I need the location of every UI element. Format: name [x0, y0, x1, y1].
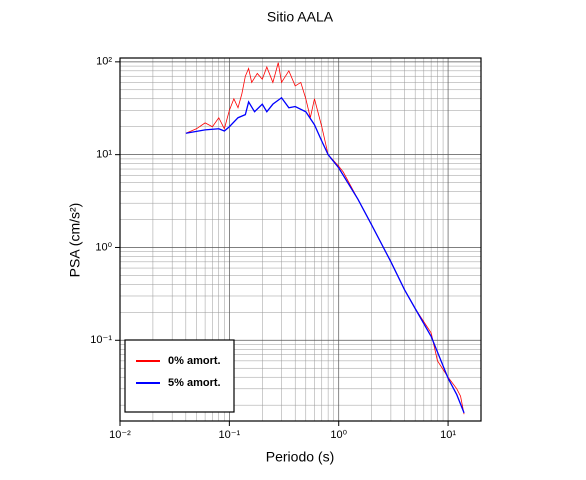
series-line	[185, 96, 465, 414]
y-tick-label: 10¹	[96, 149, 112, 161]
legend-box	[124, 339, 235, 413]
y-axis-label: PSA (cm/s²)	[67, 203, 83, 278]
y-tick-label: 10⁰	[95, 241, 112, 253]
x-tick-label: 10⁻²	[109, 429, 131, 441]
plot-frame	[119, 57, 482, 422]
x-tick-label: 10¹	[440, 429, 456, 441]
x-tick-label: 10⁰	[330, 429, 347, 441]
y-tick-label: 10²	[96, 56, 112, 68]
x-axis-label: Periodo (s)	[266, 449, 334, 465]
chart-title: Sitio AALA	[267, 9, 334, 25]
legend-label: 0% amort.	[168, 355, 221, 367]
x-tick-label: 10⁻¹	[219, 429, 241, 441]
legend-label: 5% amort.	[168, 377, 221, 389]
y-tick-label: 10⁻¹	[90, 334, 112, 346]
